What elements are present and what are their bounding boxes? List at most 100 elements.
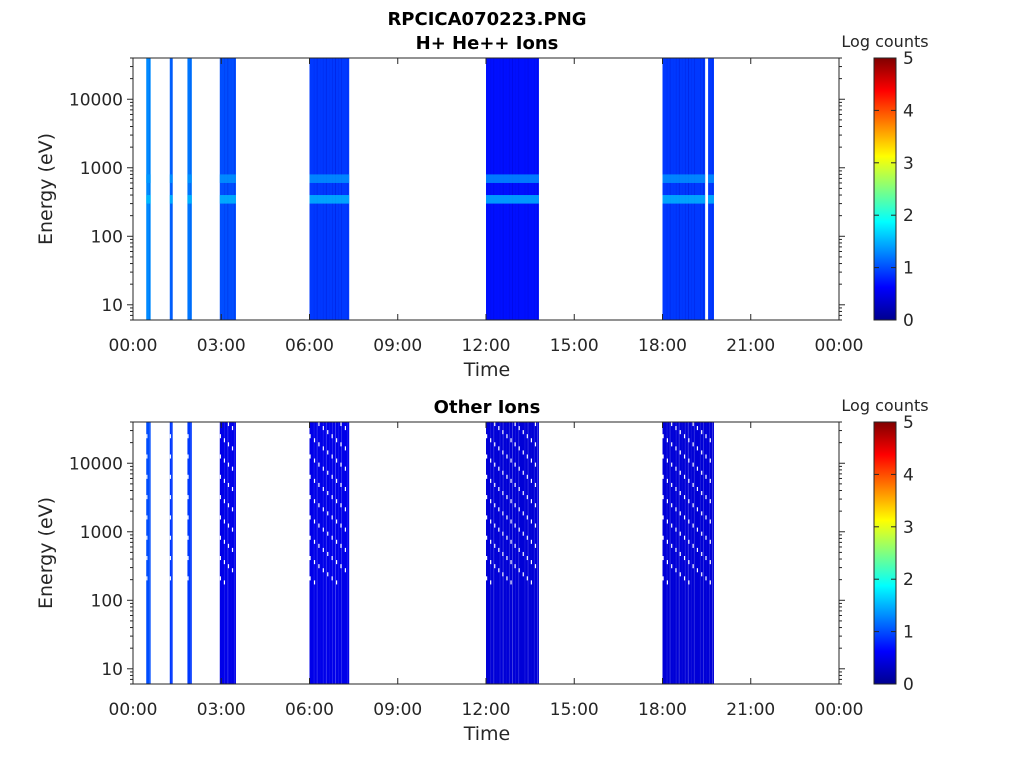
- energy-band: [219, 174, 236, 183]
- gap-cell: [344, 466, 346, 471]
- gap-cell: [219, 515, 221, 520]
- gap-cell: [683, 535, 686, 540]
- colorbar-label: Log counts: [841, 396, 928, 415]
- energy-band: [708, 195, 714, 204]
- gap-cell: [494, 422, 496, 427]
- x-tick-label: 12:00: [462, 700, 511, 720]
- gap-cell: [696, 507, 699, 512]
- gap-cell: [486, 434, 488, 439]
- colorbar: Log counts 0 1 2 3 4 5: [841, 32, 928, 331]
- gap-cell: [679, 572, 681, 577]
- gap-cell: [335, 438, 338, 443]
- gap-cell: [683, 515, 686, 520]
- colorbar-gradient: [873, 57, 897, 321]
- gap-cell: [683, 576, 686, 581]
- gap-cell: [518, 426, 520, 431]
- gap-cell: [534, 523, 537, 528]
- gap-cell: [331, 515, 333, 520]
- gap-cell: [675, 547, 677, 552]
- gap-cell: [322, 426, 324, 431]
- gap-cell: [701, 450, 703, 455]
- gap-cell: [344, 547, 346, 552]
- data-block: [309, 422, 350, 684]
- y-tick-label: 10: [101, 660, 123, 680]
- gap-cell: [514, 422, 516, 427]
- gap-cell: [187, 434, 189, 439]
- gap-cell: [498, 466, 500, 471]
- gap-cell: [522, 450, 524, 455]
- energy-band: [309, 195, 350, 204]
- gap-cell: [671, 523, 673, 528]
- gap-cell: [534, 503, 537, 508]
- gap-cell: [331, 535, 333, 540]
- gap-cell: [534, 482, 537, 487]
- gap-cell: [231, 568, 234, 573]
- gap-cell: [322, 446, 324, 451]
- gap-cell: [494, 482, 496, 487]
- gap-cell: [318, 422, 320, 427]
- gap-cell: [510, 539, 512, 544]
- gap-cell: [231, 547, 234, 552]
- gap-cell: [340, 442, 342, 447]
- gap-cell: [486, 495, 488, 500]
- gap-cell: [514, 442, 516, 447]
- gap-cell: [227, 503, 230, 508]
- gap-cell: [692, 422, 694, 427]
- gap-cell: [522, 551, 524, 557]
- gap-cell: [227, 442, 230, 447]
- gap-cell: [502, 511, 504, 516]
- gap-cell: [490, 539, 492, 544]
- gap-cell: [494, 564, 496, 569]
- gap-cell: [490, 580, 492, 585]
- gap-cell: [514, 564, 516, 569]
- data-block: [187, 422, 192, 684]
- gap-cell: [705, 535, 707, 540]
- gap-cell: [666, 458, 668, 463]
- gap-cell: [227, 543, 230, 548]
- gap-cell: [327, 551, 329, 557]
- gap-cell: [696, 547, 699, 552]
- data-block: [169, 58, 173, 320]
- heatmap-layer: [146, 422, 714, 684]
- data-block: [146, 58, 151, 320]
- gap-cell: [534, 422, 537, 427]
- gap-cell: [701, 531, 703, 536]
- gap-cell: [510, 458, 512, 463]
- gap-cell: [679, 450, 681, 455]
- gap-cell: [688, 438, 690, 443]
- gap-cell: [506, 454, 508, 459]
- gap-cell: [692, 543, 694, 548]
- y-ticks: 10 100 1000 10000: [69, 57, 845, 321]
- y-tick-label: 10: [101, 296, 123, 316]
- energy-band: [169, 174, 173, 183]
- colorbar-tick-label: 5: [903, 49, 914, 69]
- gap-cell: [322, 466, 324, 471]
- gap-cell: [510, 438, 512, 443]
- gap-cell: [534, 442, 537, 447]
- gap-cell: [530, 499, 533, 504]
- gap-cell: [530, 458, 533, 463]
- gap-cell: [219, 535, 221, 540]
- gap-cell: [313, 519, 316, 524]
- gap-cell: [709, 438, 711, 443]
- panel-other-ions: Other Ions 00:00 03:00 06:00 09:00 12:00 15:0…: [35, 396, 929, 745]
- gap-cell: [671, 564, 673, 569]
- gap-cell: [662, 556, 664, 561]
- gap-cell: [671, 482, 673, 487]
- gap-cell: [486, 576, 488, 581]
- gap-cell: [506, 576, 508, 581]
- gap-cell: [169, 434, 171, 439]
- data-block: [187, 58, 192, 320]
- x-tick-label: 21:00: [726, 336, 775, 356]
- gap-cell: [518, 507, 520, 512]
- gap-cell: [671, 442, 673, 447]
- gap-cell: [318, 523, 320, 528]
- gap-cell: [187, 556, 189, 561]
- gap-cell: [671, 543, 673, 548]
- gap-cell: [675, 486, 677, 492]
- gap-cell: [522, 430, 524, 435]
- gap-cell: [335, 519, 338, 524]
- gap-cell: [223, 458, 226, 463]
- gap-cell: [327, 470, 329, 475]
- gap-cell: [514, 462, 516, 467]
